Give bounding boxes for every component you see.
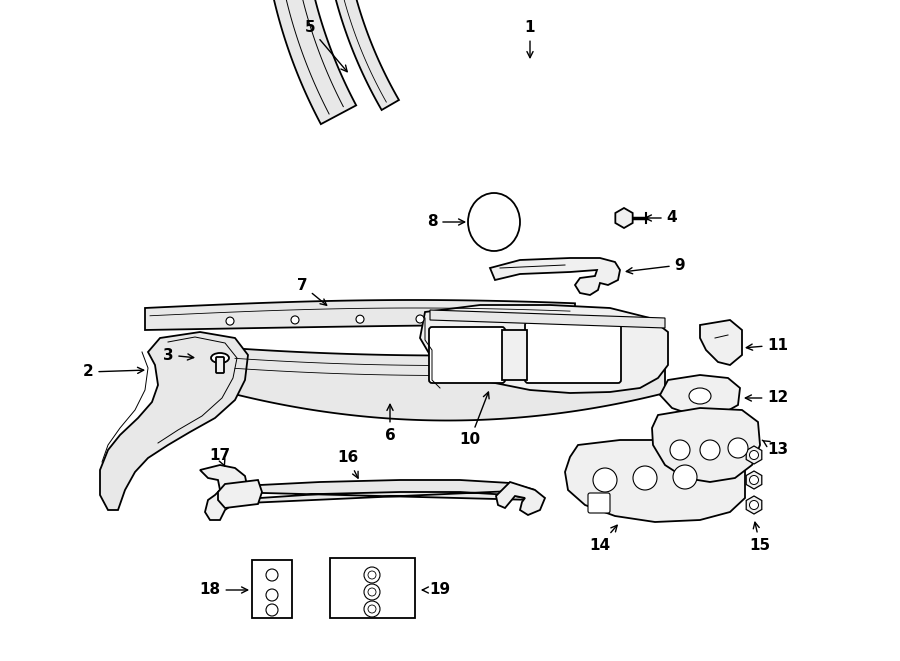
Polygon shape	[746, 496, 761, 514]
Circle shape	[416, 315, 424, 323]
Circle shape	[633, 466, 657, 490]
FancyBboxPatch shape	[588, 493, 610, 513]
Text: 16: 16	[338, 451, 358, 478]
Text: 15: 15	[750, 522, 770, 553]
Polygon shape	[145, 300, 575, 330]
Text: 18: 18	[200, 582, 248, 598]
Circle shape	[750, 475, 759, 485]
Circle shape	[368, 588, 376, 596]
Polygon shape	[746, 446, 761, 464]
Circle shape	[364, 601, 380, 617]
Text: 12: 12	[745, 391, 788, 405]
Ellipse shape	[468, 193, 520, 251]
Polygon shape	[262, 0, 356, 124]
Text: 11: 11	[746, 338, 788, 352]
Circle shape	[226, 317, 234, 325]
Text: 7: 7	[297, 278, 327, 305]
Circle shape	[364, 567, 380, 583]
Text: 19: 19	[422, 582, 451, 598]
Text: 8: 8	[427, 215, 464, 229]
Polygon shape	[660, 375, 740, 416]
Circle shape	[670, 440, 690, 460]
Polygon shape	[320, 0, 399, 110]
Polygon shape	[746, 471, 761, 489]
Text: 4: 4	[645, 210, 678, 225]
Polygon shape	[230, 348, 665, 420]
Text: 13: 13	[762, 440, 788, 457]
Text: 1: 1	[525, 20, 535, 58]
Circle shape	[593, 468, 617, 492]
FancyBboxPatch shape	[502, 330, 527, 380]
Circle shape	[368, 571, 376, 579]
Polygon shape	[225, 480, 535, 504]
Polygon shape	[652, 408, 760, 482]
Circle shape	[673, 465, 697, 489]
Polygon shape	[100, 332, 248, 510]
Circle shape	[266, 569, 278, 581]
Circle shape	[700, 440, 720, 460]
Text: 2: 2	[83, 364, 144, 379]
Ellipse shape	[211, 353, 229, 363]
FancyBboxPatch shape	[252, 560, 292, 618]
Circle shape	[368, 605, 376, 613]
Circle shape	[728, 438, 748, 458]
Circle shape	[364, 584, 380, 600]
Polygon shape	[218, 480, 262, 508]
FancyBboxPatch shape	[216, 357, 224, 373]
Polygon shape	[496, 482, 545, 515]
Polygon shape	[565, 440, 745, 522]
FancyBboxPatch shape	[429, 327, 505, 383]
Text: 10: 10	[459, 392, 489, 447]
Circle shape	[266, 604, 278, 616]
Text: 14: 14	[590, 525, 617, 553]
Text: 6: 6	[384, 405, 395, 442]
Circle shape	[750, 451, 759, 459]
FancyBboxPatch shape	[525, 322, 621, 383]
Polygon shape	[490, 258, 620, 295]
Polygon shape	[420, 305, 668, 393]
FancyBboxPatch shape	[330, 558, 415, 618]
Circle shape	[750, 500, 759, 510]
Circle shape	[356, 315, 364, 323]
Text: 9: 9	[626, 258, 685, 274]
Polygon shape	[616, 208, 633, 228]
Text: 3: 3	[163, 348, 194, 362]
Polygon shape	[700, 320, 742, 365]
Polygon shape	[200, 465, 248, 520]
Text: 17: 17	[210, 447, 230, 466]
Text: 5: 5	[305, 20, 347, 71]
Circle shape	[266, 589, 278, 601]
Circle shape	[291, 316, 299, 324]
Polygon shape	[430, 310, 665, 328]
Ellipse shape	[689, 388, 711, 404]
